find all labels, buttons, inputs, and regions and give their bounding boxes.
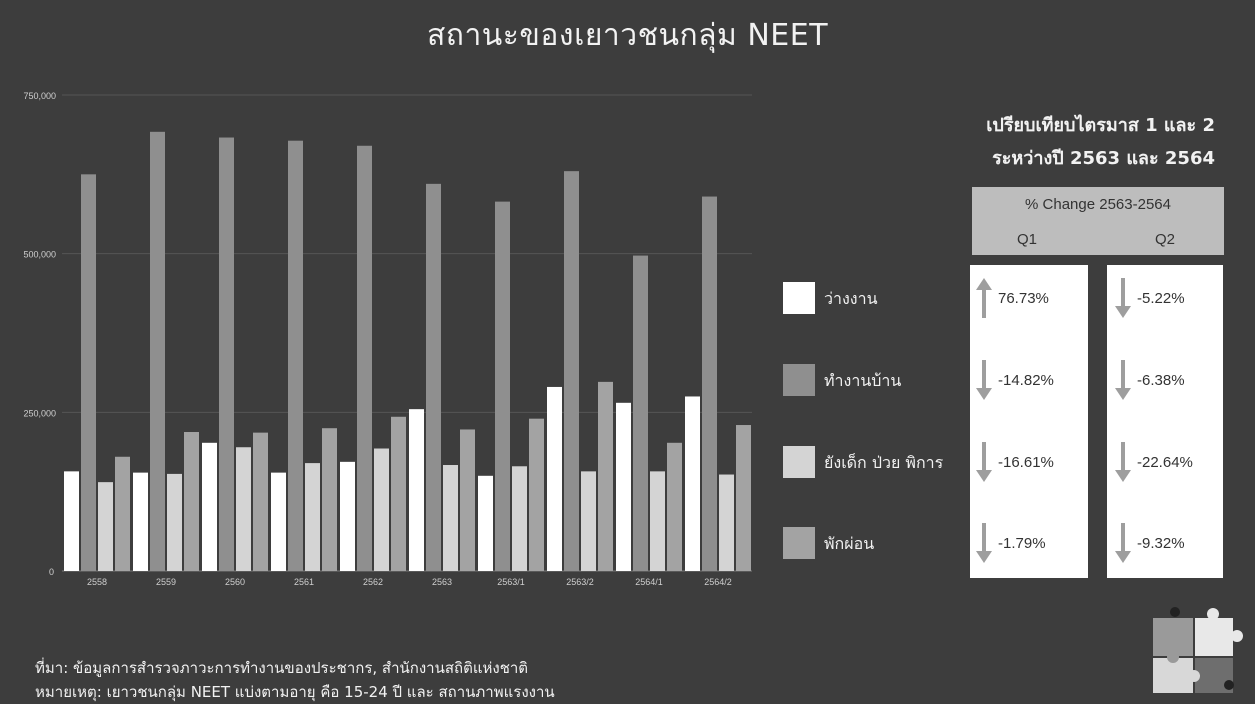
q1-change-cell: -14.82%	[976, 360, 1054, 400]
bar	[478, 475, 493, 571]
x-tick-label: 2563/2	[566, 577, 594, 587]
q1-change-value: -1.79%	[998, 534, 1046, 552]
legend-swatch	[783, 446, 815, 478]
legend-label: ว่างงาน	[824, 289, 878, 308]
bar	[374, 448, 389, 571]
x-tick-label: 2560	[225, 577, 245, 587]
y-tick-label: 250,000	[23, 408, 56, 418]
bar	[81, 174, 96, 571]
bar	[391, 416, 406, 571]
bar	[460, 429, 475, 571]
q2-change-value: -22.64%	[1137, 453, 1193, 471]
bar-chart: 0 250,000 500,000 750,000 2558 2559 2560 2561 25…	[23, 91, 752, 587]
arrow-up-icon	[976, 278, 992, 318]
bar	[581, 471, 596, 571]
bar	[633, 255, 648, 571]
bar	[64, 471, 79, 571]
q1-column	[970, 265, 1088, 578]
legend-label: ทำงานบ้าน	[824, 371, 902, 390]
q2-change-cell: -9.32%	[1115, 523, 1185, 563]
comparison-title-line2: ระหว่างปี 2563 และ 2564	[992, 148, 1215, 169]
bar	[253, 432, 268, 571]
bar	[288, 140, 303, 572]
q2-change-value: -9.32%	[1137, 534, 1185, 552]
bar	[685, 396, 700, 571]
q2-change-cell: -5.22%	[1115, 278, 1185, 318]
bar	[219, 137, 234, 571]
change-table-header: % Change 2563-2564 Q1 Q2	[972, 187, 1224, 255]
q1-change-value: -14.82%	[998, 371, 1054, 389]
bar	[512, 466, 527, 571]
bar	[495, 201, 510, 571]
arrow-down-icon	[976, 360, 992, 400]
bar	[409, 409, 424, 571]
legend-label: ยังเด็ก ป่วย พิการ	[824, 453, 944, 472]
x-tick-label: 2561	[294, 577, 314, 587]
footnote: หมายเหตุ: เยาวชนกลุ่ม NEET แบ่งตามอายุ ค…	[35, 683, 555, 701]
y-tick-label: 0	[49, 567, 54, 577]
change-header-label: % Change 2563-2564	[1025, 196, 1171, 213]
x-tick-label: 2564/1	[635, 577, 663, 587]
source-note: ที่มา: ข้อมูลการสำรวจภาวะการทำงานของประช…	[35, 659, 529, 677]
q1-change-value: -16.61%	[998, 453, 1054, 471]
bar	[719, 474, 734, 571]
bar	[305, 463, 320, 571]
arrow-down-icon	[1115, 278, 1131, 318]
bar	[115, 456, 130, 571]
arrow-down-icon	[1115, 523, 1131, 563]
q1-change-cell: 76.73%	[976, 278, 1049, 318]
arrow-down-icon	[1115, 442, 1131, 482]
arrow-down-icon	[976, 442, 992, 482]
q2-change-value: -5.22%	[1137, 289, 1185, 307]
bar	[443, 465, 458, 571]
bar	[357, 145, 372, 572]
bar	[616, 402, 631, 571]
q2-change-cell: -22.64%	[1115, 442, 1193, 482]
legend-label: พักผ่อน	[824, 534, 875, 553]
arrow-down-icon	[1115, 360, 1131, 400]
bar	[564, 171, 579, 571]
bar	[98, 482, 113, 571]
bar	[426, 183, 441, 571]
bar	[650, 471, 665, 571]
bar	[322, 428, 337, 571]
bar	[736, 425, 751, 571]
x-tick-label: 2562	[363, 577, 383, 587]
arrow-down-icon	[976, 523, 992, 563]
bar	[167, 473, 182, 571]
bar	[529, 418, 544, 571]
q2-column	[1107, 265, 1223, 578]
q1-change-value: 76.73%	[998, 289, 1049, 307]
x-tick-label: 2564/2	[704, 577, 732, 587]
bar	[598, 381, 613, 571]
bar	[702, 196, 717, 571]
bar	[184, 432, 199, 571]
q2-change-value: -6.38%	[1137, 371, 1185, 389]
q1-header: Q1	[1016, 231, 1037, 248]
chart-title: สถานะของเยาวชนกลุ่ม NEET	[426, 18, 829, 53]
q2-header: Q2	[1154, 231, 1175, 248]
legend-swatch	[783, 527, 815, 559]
comparison-title-line1: เปรียบเทียบไตรมาส 1 และ 2	[986, 115, 1215, 136]
q1-change-cell: -16.61%	[976, 442, 1054, 482]
x-tick-label: 2563/1	[497, 577, 525, 587]
x-tick-label: 2559	[156, 577, 176, 587]
x-tick-label: 2558	[87, 577, 107, 587]
y-tick-label: 750,000	[23, 91, 56, 101]
bar	[133, 472, 148, 571]
y-tick-label: 500,000	[23, 250, 56, 260]
bar	[340, 461, 355, 571]
bar	[667, 442, 682, 571]
q1-change-cell: -1.79%	[976, 523, 1046, 563]
bar	[150, 131, 165, 571]
bar	[202, 442, 217, 571]
x-tick-label: 2563	[432, 577, 452, 587]
bar	[271, 472, 286, 571]
puzzle-logo	[1153, 607, 1243, 693]
legend-swatch	[783, 364, 815, 396]
legend-swatch	[783, 282, 815, 314]
q2-change-cell: -6.38%	[1115, 360, 1185, 400]
bar	[236, 447, 251, 571]
bar	[547, 386, 562, 571]
